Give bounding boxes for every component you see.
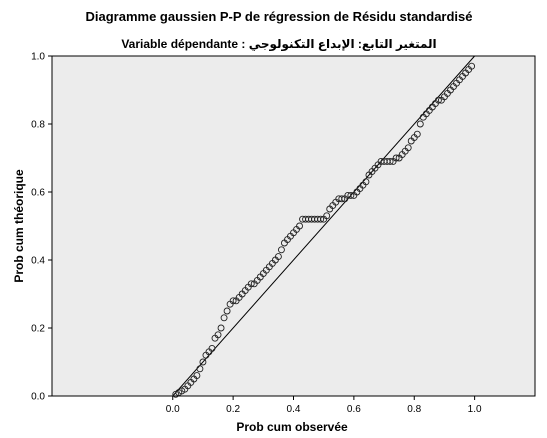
data-point (416, 120, 424, 128)
data-point (229, 297, 237, 305)
data-point (223, 307, 231, 315)
data-point (217, 324, 225, 332)
data-point (247, 280, 255, 288)
x-tick-label: 1.0 (468, 404, 482, 415)
y-tick-label: 0.2 (31, 324, 45, 335)
data-point (338, 195, 346, 203)
data-point (362, 178, 370, 186)
plot-area (51, 55, 536, 397)
data-point (277, 246, 285, 254)
y-tick-label: 0.6 (31, 188, 45, 199)
data-point (386, 157, 394, 165)
chart-subtitle: Variable dépendante : المتغير التابع: ال… (121, 37, 436, 52)
data-point (274, 253, 282, 261)
y-tick-label: 0.8 (31, 120, 45, 131)
data-point (404, 144, 412, 152)
data-point (347, 191, 355, 199)
data-point (220, 314, 228, 322)
chart-title: Diagramme gaussien P-P de régression de … (85, 9, 472, 24)
data-points-layer (172, 62, 476, 398)
x-tick-label: 0.2 (226, 404, 240, 415)
data-point (199, 358, 207, 366)
data-point (317, 215, 325, 223)
data-point (323, 212, 331, 220)
data-point (434, 96, 442, 104)
data-point (196, 365, 204, 373)
x-tick-label: 0.8 (407, 404, 421, 415)
y-axis-label: Prob cum théorique (12, 169, 26, 283)
x-axis-label: Prob cum observée (236, 420, 348, 434)
data-point (392, 154, 400, 162)
data-point (208, 344, 216, 352)
reference-line-layer (172, 55, 475, 397)
y-tick-label: 1.0 (31, 52, 45, 63)
x-tick-label: 0.4 (287, 404, 301, 415)
x-axis-ticks: 0.0 0.2 0.4 0.6 0.8 1.0 (166, 396, 482, 415)
x-tick-label: 0.6 (347, 404, 361, 415)
reference-line (172, 55, 475, 397)
data-point (214, 331, 222, 339)
data-point (193, 372, 201, 380)
data-point (413, 130, 421, 138)
y-tick-label: 0.0 (31, 392, 45, 403)
y-tick-label: 0.4 (31, 256, 45, 267)
data-point (296, 222, 303, 230)
data-point (468, 62, 476, 70)
x-tick-label: 0.0 (166, 404, 180, 415)
y-axis-ticks: 0.0 0.2 0.4 0.6 0.8 1.0 (31, 52, 52, 403)
